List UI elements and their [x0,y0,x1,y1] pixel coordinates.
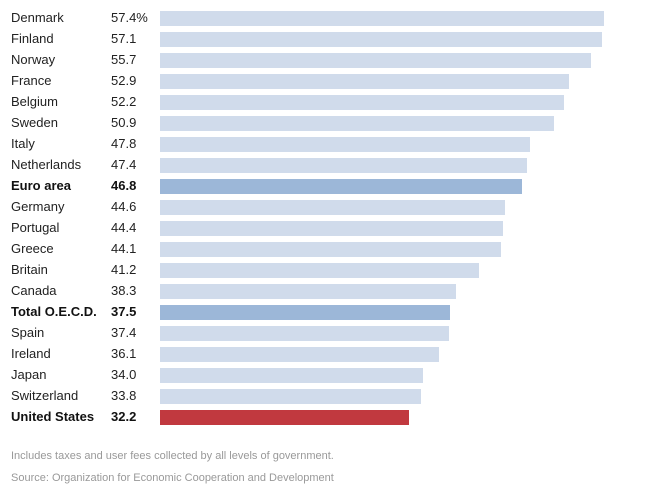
bar-chart: Denmark 57.4% Finland 57.1 Norway 55.7 France 5… [0,8,651,428]
bar-row: Britain 41.2 [0,260,651,281]
category-label: Euro area [11,178,71,193]
bar [160,53,591,68]
bar-row: Germany 44.6 [0,197,651,218]
category-label: Japan [11,367,47,382]
category-label: Britain [11,262,48,277]
value-label: 47.4 [111,157,137,172]
value-label: 41.2 [111,262,137,277]
bar-row: United States 32.2 [0,407,651,428]
bar [160,116,554,131]
value-label: 34.0 [111,367,137,382]
category-label: Italy [11,136,35,151]
bar [160,95,564,110]
value-label: 46.8 [111,178,137,193]
bar [160,284,457,299]
bar-row: Finland 57.1 [0,29,651,50]
category-label: Finland [11,31,54,46]
bar-row: Greece 44.1 [0,239,651,260]
value-label: 44.6 [111,199,137,214]
bar [160,11,604,26]
category-label: France [11,73,52,88]
value-label: 37.4 [111,325,137,340]
category-label: Total O.E.C.D. [11,304,97,319]
bar [160,158,527,173]
category-label: Germany [11,199,65,214]
category-label: Netherlands [11,157,82,172]
bar-row: Netherlands 47.4 [0,155,651,176]
value-label: 37.5 [111,304,137,319]
value-label: 38.3 [111,283,137,298]
bar [160,326,450,341]
value-label: 52.9 [111,73,137,88]
value-label: 33.8 [111,388,137,403]
bar-row: Italy 47.8 [0,134,651,155]
bar [160,74,570,89]
bar [160,368,423,383]
bar [160,200,505,215]
bar [160,305,451,320]
bar-row: Spain 37.4 [0,323,651,344]
category-label: Norway [11,52,56,67]
bar [160,242,502,257]
bar-row: Canada 38.3 [0,281,651,302]
value-label: 55.7 [111,52,137,67]
value-label: 44.1 [111,241,137,256]
bar [160,32,602,47]
value-label: 47.8 [111,136,137,151]
bar-row: Switzerland 33.8 [0,386,651,407]
value-label: 57.4% [111,10,148,25]
value-label: 36.1 [111,346,137,361]
footnote: Includes taxes and user fees collected b… [11,450,334,462]
bar [160,263,479,278]
bar-row: Japan 34.0 [0,365,651,386]
bar [160,179,522,194]
category-label: Greece [11,241,54,256]
value-label: 32.2 [111,409,137,424]
bar [160,221,504,236]
bar-row: Ireland 36.1 [0,344,651,365]
value-label: 52.2 [111,94,137,109]
category-label: United States [11,409,95,424]
bar [160,347,440,362]
source-note: Source: Organization for Economic Cooper… [11,472,334,484]
bar [160,410,410,425]
bar-row: Denmark 57.4% [0,8,651,29]
category-label: Denmark [11,10,64,25]
category-label: Spain [11,325,45,340]
bar-row: Belgium 52.2 [0,92,651,113]
bar-row: Total O.E.C.D. 37.5 [0,302,651,323]
value-label: 57.1 [111,31,137,46]
bar-row: France 52.9 [0,71,651,92]
category-label: Switzerland [11,388,79,403]
category-label: Sweden [11,115,58,130]
category-label: Portugal [11,220,60,235]
bar-row: Norway 55.7 [0,50,651,71]
bar [160,137,530,152]
category-label: Belgium [11,94,58,109]
category-label: Canada [11,283,57,298]
bar [160,389,422,404]
category-label: Ireland [11,346,51,361]
value-label: 50.9 [111,115,137,130]
bar-row: Sweden 50.9 [0,113,651,134]
value-label: 44.4 [111,220,137,235]
bar-row: Portugal 44.4 [0,218,651,239]
bar-row: Euro area 46.8 [0,176,651,197]
